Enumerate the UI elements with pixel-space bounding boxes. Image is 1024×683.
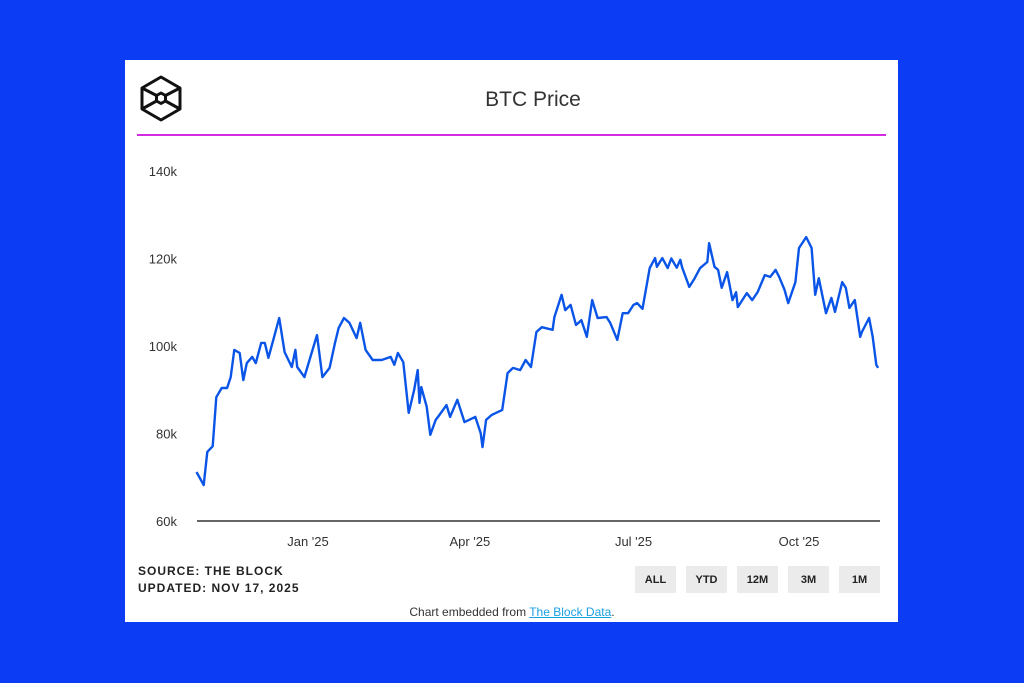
y-tick-label: 80k bbox=[156, 427, 177, 442]
the-block-logo-icon bbox=[140, 75, 182, 122]
chart-card bbox=[125, 60, 898, 622]
chart-title: BTC Price bbox=[485, 88, 581, 111]
range-3m-button[interactable]: 3M bbox=[788, 566, 829, 593]
x-tick-label: Jul '25 bbox=[615, 534, 652, 549]
range-1m-button[interactable]: 1M bbox=[839, 566, 880, 593]
y-tick-label: 100k bbox=[149, 339, 178, 354]
source-label: SOURCE: THE BLOCK bbox=[138, 564, 284, 578]
updated-label: UPDATED: NOV 17, 2025 bbox=[138, 581, 300, 595]
y-tick-label: 140k bbox=[149, 164, 178, 179]
y-tick-label: 60k bbox=[156, 514, 177, 529]
the-block-data-link[interactable]: The Block Data bbox=[529, 605, 612, 619]
embed-note: Chart embedded from The Block Data. bbox=[300, 605, 724, 619]
embed-prefix: Chart embedded from bbox=[409, 605, 530, 619]
y-tick-label: 120k bbox=[149, 252, 178, 267]
x-tick-label: Jan '25 bbox=[287, 534, 329, 549]
range-all-button[interactable]: ALL bbox=[635, 566, 676, 593]
btc-price-line bbox=[195, 235, 880, 487]
range-12m-button[interactable]: 12M bbox=[737, 566, 778, 593]
title-divider bbox=[137, 134, 886, 136]
range-ytd-button[interactable]: YTD bbox=[686, 566, 727, 593]
embed-suffix: . bbox=[611, 605, 615, 619]
x-tick-label: Oct '25 bbox=[779, 534, 820, 549]
x-tick-label: Apr '25 bbox=[449, 534, 490, 549]
